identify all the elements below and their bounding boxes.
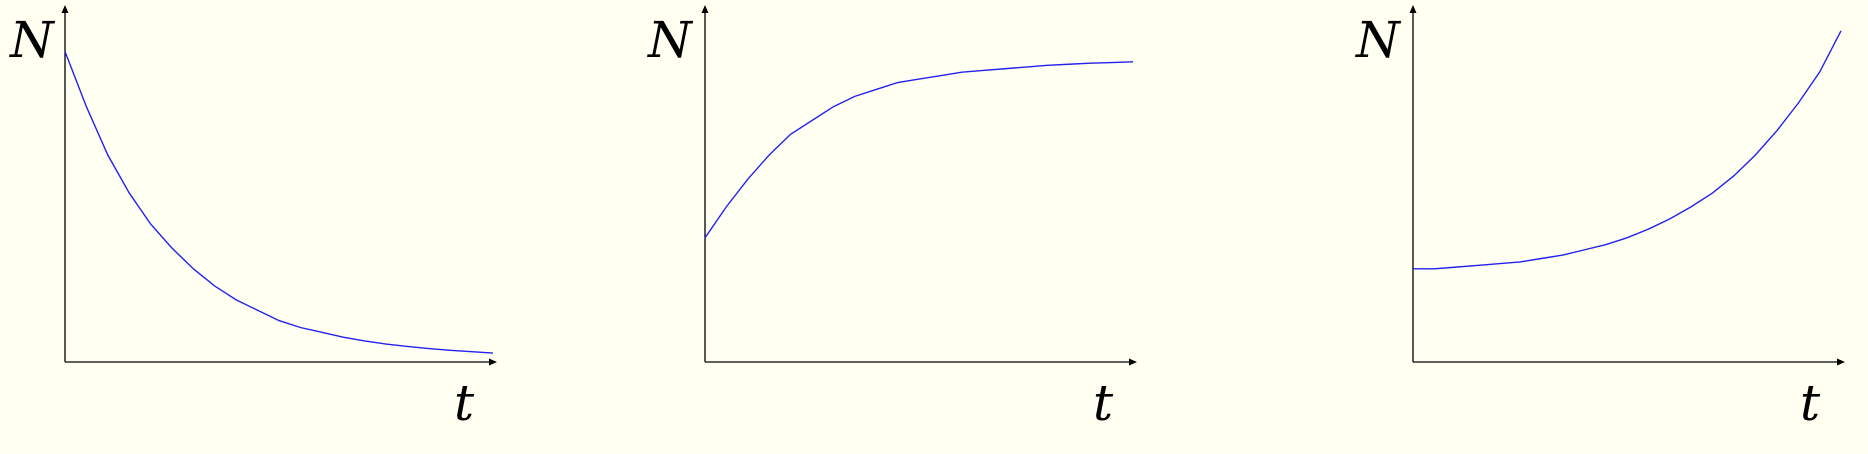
- series-line-1: [64, 51, 494, 354]
- y-axis-arrow: [701, 5, 709, 13]
- y-axis-label: N: [9, 11, 56, 69]
- series-line-1: [704, 61, 1134, 239]
- y-axis-label: N: [647, 11, 694, 69]
- chart-panel-2: Nt: [647, 5, 1137, 432]
- chart-panel-1: Nt: [9, 5, 497, 432]
- x-axis-arrow: [1129, 358, 1137, 366]
- chart-panel-3: Nt: [1355, 5, 1845, 432]
- x-axis-label: t: [1800, 374, 1821, 432]
- x-axis-label: t: [454, 374, 475, 432]
- x-axis-label: t: [1093, 374, 1114, 432]
- y-axis-arrow: [1409, 5, 1417, 13]
- x-axis-arrow: [1837, 358, 1845, 366]
- x-axis-arrow: [489, 358, 497, 366]
- y-axis-arrow: [61, 5, 69, 13]
- y-axis-label: N: [1355, 11, 1402, 69]
- series-line-1: [1413, 30, 1842, 270]
